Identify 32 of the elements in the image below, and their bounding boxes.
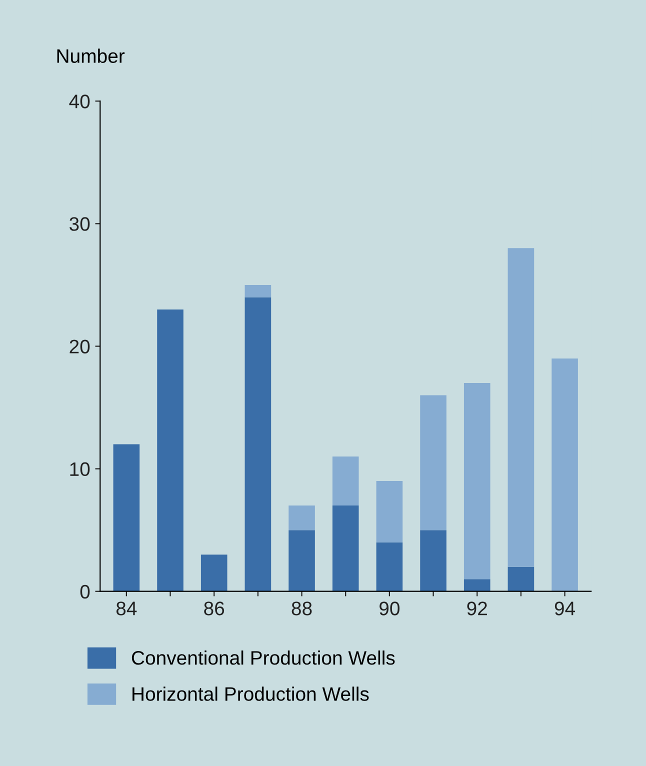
- x-tick-label: 84: [116, 602, 137, 616]
- y-tick-label: 30: [70, 217, 90, 231]
- legend-label: Conventional Production Wells: [132, 650, 395, 665]
- x-tick-label: 88: [292, 602, 312, 616]
- y-tick-label: 10: [70, 462, 90, 476]
- bar: [508, 566, 534, 592]
- bar: [332, 506, 359, 592]
- y-tick-label: 20: [70, 340, 90, 354]
- bar: [200, 554, 228, 592]
- x-tick-label: 94: [554, 602, 576, 616]
- legend-label: Horizontal Production Wells: [132, 686, 369, 701]
- x-tick-label: 86: [204, 602, 224, 616]
- y-tick-label: 40: [69, 94, 90, 108]
- bar: [420, 530, 446, 592]
- bar: [244, 284, 272, 298]
- x-tick-label: 92: [467, 602, 487, 616]
- bar: [157, 309, 184, 592]
- bar: [376, 481, 403, 542]
- bar: [288, 530, 315, 592]
- y-tick-label: 0: [80, 584, 90, 599]
- bar: [332, 456, 359, 506]
- bar: [464, 579, 490, 592]
- bar: [420, 395, 446, 530]
- bar: [244, 297, 272, 592]
- bar: [508, 248, 534, 567]
- bar: [464, 383, 490, 580]
- bar: [113, 444, 140, 592]
- x-tick-label: 90: [380, 602, 400, 616]
- bar: [552, 358, 578, 592]
- bar: [288, 506, 315, 530]
- y-axis-title: Number: [57, 48, 125, 63]
- bar: [376, 542, 403, 592]
